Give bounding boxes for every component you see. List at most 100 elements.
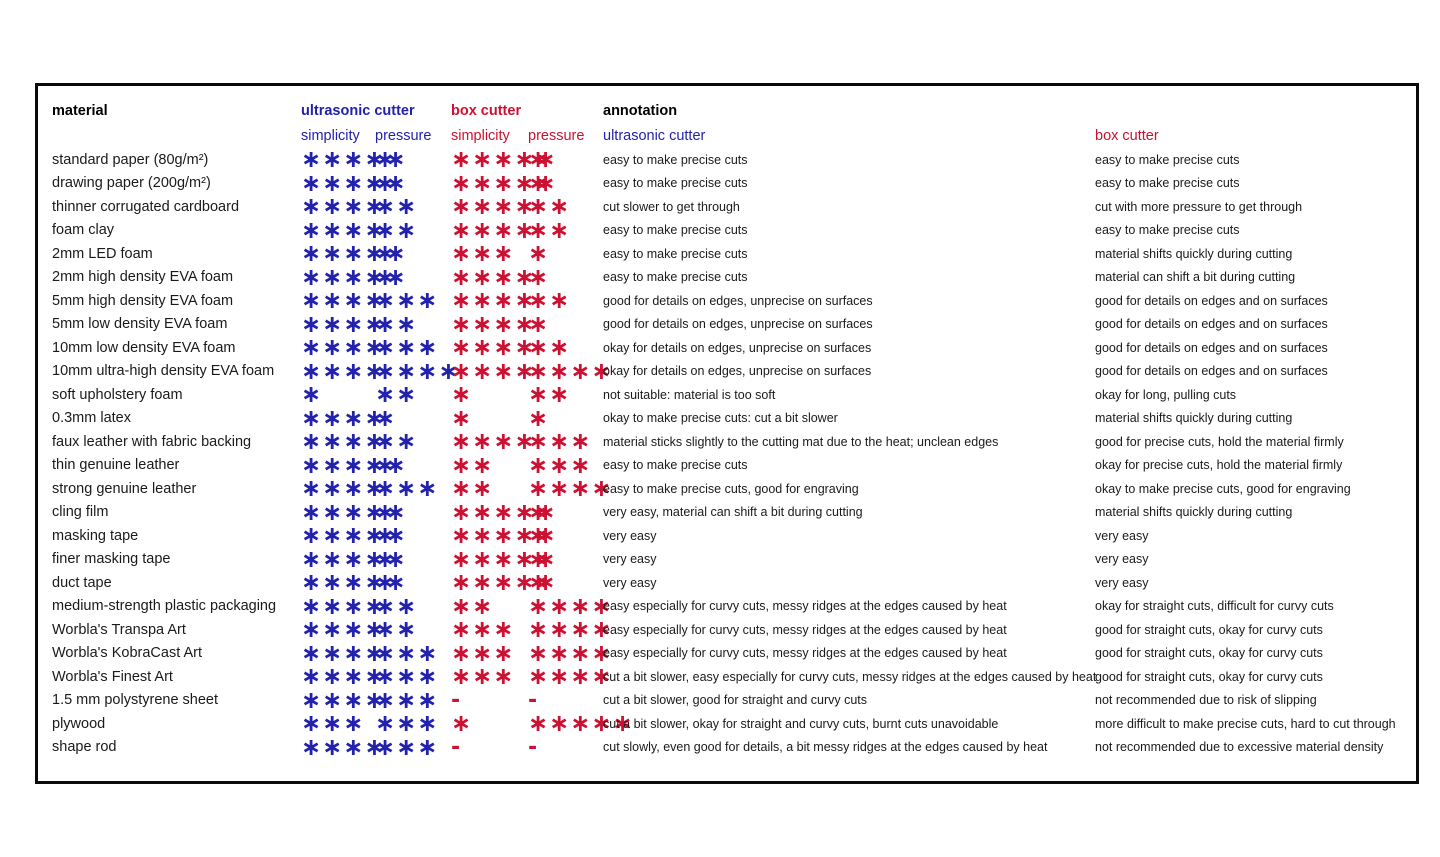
box-simplicity-rating: ∗∗∗∗ [451,192,536,220]
table-row: drawing paper (200g/m²) ∗∗∗∗∗ ∗ ∗∗∗∗∗ ∗ easy … [52,168,1416,197]
annotation-box: good for straight cuts, okay for curvy c… [1095,622,1323,637]
material-name: plywood [52,715,106,732]
annotation-box: easy to make precise cuts [1095,152,1240,167]
material-name: Worbla's Transpa Art [52,621,186,638]
table-row: medium-strength plastic packaging ∗∗∗∗ ∗∗ ∗… [52,591,1416,620]
table-row: Worbla's KobraCast Art ∗∗∗∗ ∗∗∗ ∗∗∗ ∗∗∗∗ easy… [52,638,1416,667]
annotation-ultrasonic: easy to make precise cuts [603,270,748,285]
box-simplicity-rating: ∗∗∗∗∗ [451,521,557,549]
annotation-ultrasonic: easy especially for curvy cuts, messy ri… [603,599,1007,614]
annotation-ultrasonic: easy to make precise cuts [603,176,748,191]
subheader-ultrasonic-pressure: pressure [375,128,432,144]
annotation-box: good for details on edges and on surface… [1095,364,1328,379]
ultrasonic-pressure-rating: ∗ [375,497,397,526]
box-simplicity-rating: ∗∗∗ [451,638,515,667]
ultrasonic-pressure-rating: ∗ [375,521,397,549]
table-row: 2mm high density EVA foam ∗∗∗∗∗ ∗ ∗∗∗∗ ∗ easy… [52,265,1416,290]
annotation-ultrasonic: very easy [603,575,657,590]
box-simplicity-rating: ∗∗ [451,474,494,502]
annotation-ultrasonic: easy to make precise cuts [603,152,748,167]
ultrasonic-simplicity-rating: ∗∗∗∗ [301,356,386,385]
box-pressure-rating: ∗∗∗∗ [528,474,613,502]
ultrasonic-pressure-rating: ∗∗∗ [375,638,439,667]
annotation-box: good for details on edges and on surface… [1095,340,1328,355]
ultrasonic-pressure-rating: ∗∗∗ [375,685,439,714]
annotation-box: not recommended due to risk of slipping [1095,693,1317,708]
subheader-annotation-box: box cutter [1095,128,1159,144]
table-row: 0.3mm latex ∗∗∗∗ ∗ ∗ ∗ okay to make precise c… [52,403,1416,432]
box-simplicity-rating: ∗ [451,709,473,737]
material-name: masking tape [52,527,139,544]
ultrasonic-simplicity-rating: ∗∗∗∗ [301,192,386,220]
box-pressure-rating: ∗∗ [528,333,571,361]
annotation-box: good for details on edges and on surface… [1095,293,1328,308]
material-name: finer masking tape [52,551,171,568]
box-pressure-rating: ∗ [528,521,550,549]
material-name: shape rod [52,739,117,756]
subheader-box-simplicity: simplicity [451,128,510,144]
box-simplicity-rating: ∗∗∗∗ [451,356,536,385]
subheader-annotation-ultrasonic: ultrasonic cutter [603,128,706,144]
ultrasonic-pressure-rating: ∗ [375,145,397,173]
ultrasonic-pressure-rating: ∗∗∗ [375,286,439,314]
box-pressure-rating: ∗∗∗∗ [528,591,613,620]
table-row: standard paper (80g/m²) ∗∗∗∗∗ ∗ ∗∗∗∗∗ ∗ easy … [52,145,1416,173]
box-pressure-rating: ∗∗ [528,215,571,244]
ultrasonic-pressure-rating: ∗∗ [375,591,418,620]
annotation-ultrasonic: good for details on edges, unprecise on … [603,317,873,332]
ultrasonic-simplicity-rating: ∗∗∗∗ [301,286,386,314]
ultrasonic-pressure-rating: ∗∗ [375,192,418,220]
ultrasonic-pressure-rating: ∗ [375,403,397,432]
box-pressure-rating: ∗ [528,403,550,432]
annotation-ultrasonic: okay to make precise cuts: cut a bit slo… [603,411,838,426]
box-pressure-rating: ∗∗∗ [528,427,592,455]
ultrasonic-pressure-rating: ∗∗∗ [375,709,439,737]
annotation-ultrasonic: easy to make precise cuts [603,246,748,261]
annotation-box: very easy [1095,528,1149,543]
material-name: drawing paper (200g/m²) [52,175,211,192]
table-row: 5mm low density EVA foam ∗∗∗∗ ∗∗ ∗∗∗∗ ∗ good … [52,309,1416,338]
box-pressure-rating: ∗ [528,168,550,197]
annotation-box: more difficult to make precise cuts, har… [1095,716,1396,731]
ultrasonic-simplicity-rating: ∗∗∗∗ [301,403,386,432]
table-row: foam clay ∗∗∗∗ ∗∗ ∗∗∗∗ ∗∗ easy to make precis… [52,215,1416,244]
material-name: 0.3mm latex [52,410,131,427]
box-pressure-rating: ∗∗∗∗∗ [528,709,634,737]
ultrasonic-simplicity-rating: ∗∗∗∗ [301,615,386,643]
annotation-box: okay for long, pulling cuts [1095,387,1237,402]
ultrasonic-pressure-rating: ∗∗∗ [375,662,439,690]
material-name: foam clay [52,222,115,239]
material-name: faux leather with fabric backing [52,433,252,450]
material-name: medium-strength plastic packaging [52,598,277,615]
annotation-box: okay for precise cuts, hold the material… [1095,458,1343,473]
ultrasonic-pressure-rating: ∗∗ [375,309,418,338]
material-name: 2mm LED foam [52,245,153,262]
annotation-ultrasonic: cut a bit slower, easy especially for cu… [603,669,1097,684]
ultrasonic-simplicity-rating: ∗ [301,380,323,408]
box-pressure-rating: ∗ [528,309,550,338]
box-pressure-rating: ∗ [528,568,550,596]
box-pressure-rating: ∗∗∗ [528,450,592,479]
ultrasonic-pressure-rating: ∗∗ [375,380,418,408]
annotation-box: material can shift a bit during cutting [1095,270,1296,285]
box-simplicity-rating: ∗∗∗ [451,662,515,690]
box-pressure-rating: ∗∗ [528,380,571,408]
ultrasonic-simplicity-rating: ∗∗∗∗∗ [301,521,407,549]
material-name: 2mm high density EVA foam [52,269,234,286]
material-name: thin genuine leather [52,457,180,474]
box-pressure-rating: ∗∗∗∗ [528,638,613,667]
annotation-ultrasonic: cut slowly, even good for details, a bit… [603,740,1048,755]
ultrasonic-pressure-rating: ∗∗∗ [375,732,439,761]
material-name: standard paper (80g/m²) [52,151,209,168]
table-row: 5mm high density EVA foam ∗∗∗∗ ∗∗∗ ∗∗∗∗ ∗∗ go… [52,286,1416,314]
table-row: masking tape ∗∗∗∗∗ ∗ ∗∗∗∗∗ ∗ very easy very ea… [52,521,1416,549]
table-row: thin genuine leather ∗∗∗∗∗ ∗ ∗∗ ∗∗∗ easy to m… [52,450,1416,479]
box-simplicity-rating: ∗∗∗∗ [451,333,536,361]
ultrasonic-pressure-rating: ∗∗∗ [375,333,439,361]
table-row: plywood ∗∗∗ ∗∗∗ ∗ ∗∗∗∗∗ cut a bit slower, oka… [52,709,1416,737]
annotation-box: okay for straight cuts, difficult for cu… [1095,599,1334,614]
column-header-material: material [52,103,108,119]
annotation-box: material shifts quickly during cutting [1095,505,1293,520]
materials-comparison-table: material ultrasonic cutter box cutter an… [35,83,1419,784]
table-body: standard paper (80g/m²) ∗∗∗∗∗ ∗ ∗∗∗∗∗ ∗ easy … [52,145,1416,761]
